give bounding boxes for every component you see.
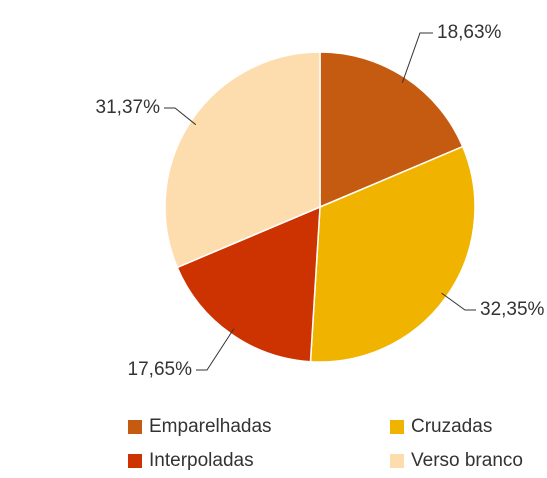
legend-label: Cruzadas — [411, 416, 492, 437]
legend-swatch — [390, 454, 404, 468]
pie-slice — [319, 51, 464, 209]
legend-label: Verso branco — [411, 450, 523, 471]
leader-line — [401, 32, 433, 83]
data-label: 17,65% — [128, 359, 193, 380]
legend-swatch — [128, 454, 142, 468]
leader-line — [441, 292, 476, 311]
legend-label: Emparelhadas — [149, 416, 272, 437]
data-label: 31,37% — [96, 97, 161, 118]
data-label: 32,35% — [480, 299, 545, 320]
leader-line — [164, 107, 197, 126]
data-label: 18,63% — [437, 22, 502, 43]
leader-line — [196, 328, 235, 371]
legend-swatch — [128, 420, 142, 434]
legend-label: Interpoladas — [149, 450, 254, 471]
legend-swatch — [390, 420, 404, 434]
pie-slice — [164, 51, 321, 269]
